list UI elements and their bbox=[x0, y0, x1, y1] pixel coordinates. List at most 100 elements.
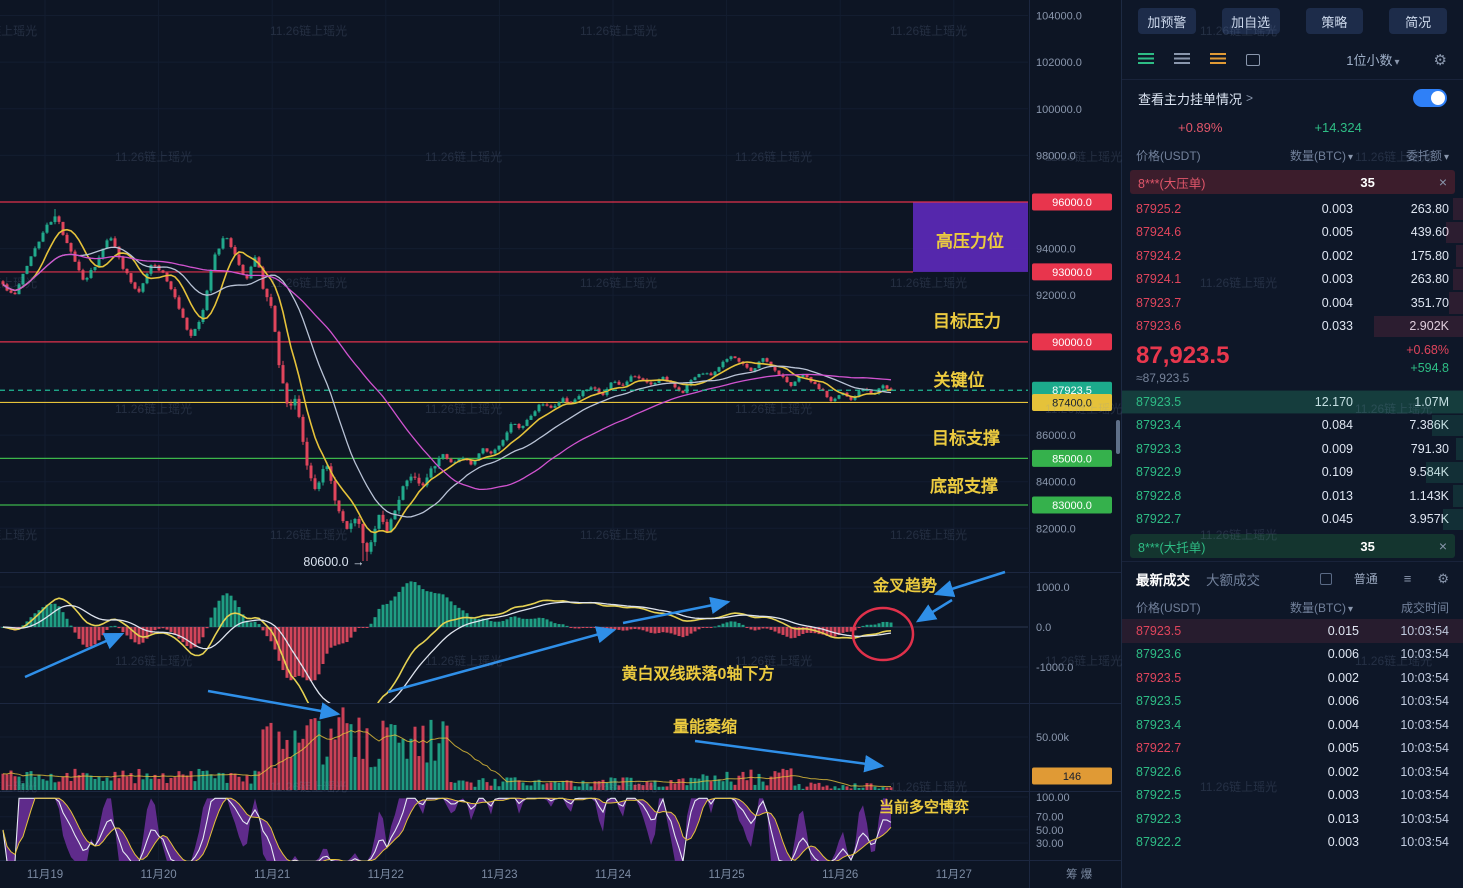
panel-button-1[interactable]: 加预警 bbox=[1138, 8, 1196, 34]
chevron-right-icon: > bbox=[1246, 91, 1254, 105]
panel-style-icon[interactable] bbox=[1246, 53, 1260, 66]
orderbook-style-icon[interactable] bbox=[1138, 53, 1154, 66]
ticker: 87,923.5 ≈87,923.5 +0.68% +594.8 bbox=[1122, 338, 1463, 390]
trade-row[interactable]: 87923.6 0.006 10:03:54 bbox=[1122, 643, 1463, 667]
bid-row[interactable]: 87922.7 0.045 3.957K bbox=[1122, 508, 1463, 532]
panel-button-2[interactable]: 加自选 bbox=[1221, 8, 1280, 34]
svg-text:筹 爆: 筹 爆 bbox=[1066, 867, 1093, 881]
ask-row[interactable]: 87923.6 0.033 2.902K bbox=[1122, 315, 1463, 339]
qty-cell: 0.003 bbox=[1321, 272, 1353, 287]
col-qty[interactable]: 数量(BTC) ▾ bbox=[1289, 148, 1353, 163]
bid-row[interactable]: 87923.3 0.009 791.30 bbox=[1122, 437, 1463, 461]
price-cell: 87922.6 bbox=[1136, 764, 1182, 779]
price-cell: 87923.5 bbox=[1136, 670, 1182, 685]
svg-text:11月21: 11月21 bbox=[254, 869, 290, 881]
panel-button-3[interactable]: 策略 bbox=[1305, 8, 1364, 34]
svg-text:目标支撑: 目标支撑 bbox=[932, 428, 1000, 448]
tab-large-trades[interactable]: 大额成交 bbox=[1206, 572, 1260, 588]
trade-row[interactable]: 87923.5 0.015 10:03:54 bbox=[1122, 619, 1463, 643]
normal-checkbox[interactable] bbox=[1319, 572, 1332, 585]
depth-style-icon[interactable] bbox=[1210, 53, 1226, 66]
main-chart[interactable]: 104000.0 102000.0 100000.0 98000.0 96000.0 94… bbox=[0, 0, 1123, 888]
toggle-knob bbox=[1431, 91, 1445, 105]
close-icon[interactable]: × bbox=[1438, 538, 1447, 554]
trade-row[interactable]: 87922.2 0.003 10:03:54 bbox=[1122, 831, 1463, 855]
bid-row[interactable]: 87923.5 12.170 1.07M bbox=[1122, 390, 1463, 414]
depth-bar bbox=[1445, 221, 1463, 243]
trade-row[interactable]: 87923.5 0.002 10:03:54 bbox=[1122, 666, 1463, 690]
svg-text:84000.0: 84000.0 bbox=[1036, 477, 1076, 489]
list-style-icon[interactable] bbox=[1174, 53, 1190, 66]
depth-bar bbox=[1374, 315, 1463, 337]
qty-cell: 0.013 bbox=[1321, 488, 1353, 503]
qty-cell: 0.005 bbox=[1321, 225, 1353, 240]
decimal-selector[interactable]: 1位小数 ▾ bbox=[1346, 53, 1400, 68]
svg-text:100.00: 100.00 bbox=[1036, 792, 1070, 804]
checkbox-label: 普通 bbox=[1353, 572, 1378, 586]
amount-cell: 1.143K bbox=[1409, 488, 1449, 503]
svg-text:高压力位: 高压力位 bbox=[936, 231, 1004, 251]
ask-row[interactable]: 87923.7 0.004 351.70 bbox=[1122, 291, 1463, 315]
time-axis: 11月19 11月20 11月21 11月22 11月23 11月24 11月25 11月26… bbox=[27, 867, 1093, 881]
depth-bar bbox=[1452, 485, 1463, 507]
close-icon[interactable]: × bbox=[1438, 174, 1447, 190]
filter-icon[interactable]: ≡ bbox=[1403, 571, 1412, 586]
price-cell: 87922.8 bbox=[1136, 488, 1182, 503]
level-lines bbox=[0, 201, 1028, 506]
large-sell-order-banner[interactable]: 8***(大压单) 35 × bbox=[1130, 170, 1455, 194]
main-orders-row: 查看主力挂单情况 > bbox=[1122, 80, 1463, 116]
svg-text:98000.0: 98000.0 bbox=[1036, 150, 1076, 162]
price-cell: 87925.2 bbox=[1136, 201, 1182, 216]
net-inflow: +14.324 bbox=[1314, 120, 1362, 135]
amount-cell: 7.386K bbox=[1409, 418, 1449, 433]
time-cell: 10:03:54 bbox=[1400, 647, 1449, 662]
svg-text:关键位: 关键位 bbox=[934, 370, 985, 390]
svg-text:94000.0: 94000.0 bbox=[1036, 244, 1076, 256]
col-price: 价格(USDT) bbox=[1136, 148, 1201, 163]
col-qty[interactable]: 数量(BTC) ▾ bbox=[1289, 600, 1353, 615]
macd-pane bbox=[0, 581, 1028, 703]
price-cell: 87922.5 bbox=[1136, 788, 1182, 803]
amount-cell: 791.30 bbox=[1410, 441, 1449, 456]
qty-cell: 0.002 bbox=[1327, 764, 1359, 779]
qty-cell: 0.084 bbox=[1321, 418, 1353, 433]
col-amount[interactable]: 委托额 ▾ bbox=[1405, 148, 1449, 163]
svg-text:83000.0: 83000.0 bbox=[1052, 500, 1092, 512]
trade-row[interactable]: 87922.7 0.005 10:03:54 bbox=[1122, 737, 1463, 761]
large-buy-order-banner[interactable]: 8***(大托单) 35 × bbox=[1130, 534, 1455, 558]
ask-row[interactable]: 87924.2 0.002 175.80 bbox=[1122, 244, 1463, 268]
bids-list: 87923.5 12.170 1.07M 87923.4 0.084 7.386K 8792… bbox=[1122, 390, 1463, 531]
panel-button-4[interactable]: 简况 bbox=[1389, 8, 1447, 34]
main-orders-link[interactable]: 查看主力挂单情况 bbox=[1138, 91, 1243, 107]
gear-icon[interactable]: ⚙ bbox=[1433, 51, 1447, 69]
oscillator-pane bbox=[2, 797, 892, 861]
ask-row[interactable]: 87925.2 0.003 263.80 bbox=[1122, 197, 1463, 221]
right-panel: 加预警 加自选 策略 简况 1位小数 ▾ ⚙ 查看主力挂单情况 > +0.89% +14… bbox=[1121, 0, 1463, 888]
trade-row[interactable]: 87922.5 0.003 10:03:54 bbox=[1122, 784, 1463, 808]
price-cell: 87923.5 bbox=[1136, 623, 1182, 638]
bid-row[interactable]: 87923.4 0.084 7.386K bbox=[1122, 414, 1463, 438]
trade-row[interactable]: 87923.5 0.006 10:03:54 bbox=[1122, 690, 1463, 714]
depth-bar bbox=[1442, 508, 1463, 530]
amount-cell: 175.80 bbox=[1410, 248, 1449, 263]
settings-icon[interactable]: ⚙ bbox=[1437, 570, 1449, 586]
depth-bar bbox=[1122, 391, 1463, 413]
bid-row[interactable]: 87922.8 0.013 1.143K bbox=[1122, 484, 1463, 508]
orders-toggle[interactable] bbox=[1413, 89, 1447, 107]
amount-cell: 1.07M bbox=[1414, 394, 1449, 409]
time-cell: 10:03:54 bbox=[1400, 717, 1449, 732]
ask-row[interactable]: 87924.6 0.005 439.60 bbox=[1122, 221, 1463, 245]
svg-text:50.00k: 50.00k bbox=[1036, 732, 1070, 744]
banner-label: 8***(大托单) bbox=[1138, 540, 1206, 555]
ask-row[interactable]: 87924.1 0.003 263.80 bbox=[1122, 268, 1463, 292]
tab-latest-trades[interactable]: 最新成交 bbox=[1136, 572, 1190, 588]
svg-text:当前多空博弈: 当前多空博弈 bbox=[879, 798, 969, 816]
bid-row[interactable]: 87922.9 0.109 9.584K bbox=[1122, 461, 1463, 485]
trade-row[interactable]: 87923.4 0.004 10:03:54 bbox=[1122, 713, 1463, 737]
change-percent-24h: +0.68% bbox=[1406, 343, 1449, 357]
trade-row[interactable]: 87922.6 0.002 10:03:54 bbox=[1122, 760, 1463, 784]
time-cell: 10:03:54 bbox=[1400, 764, 1449, 779]
depth-bar bbox=[1449, 292, 1463, 314]
trade-row[interactable]: 87922.3 0.013 10:03:54 bbox=[1122, 807, 1463, 831]
svg-text:11月24: 11月24 bbox=[595, 869, 632, 881]
